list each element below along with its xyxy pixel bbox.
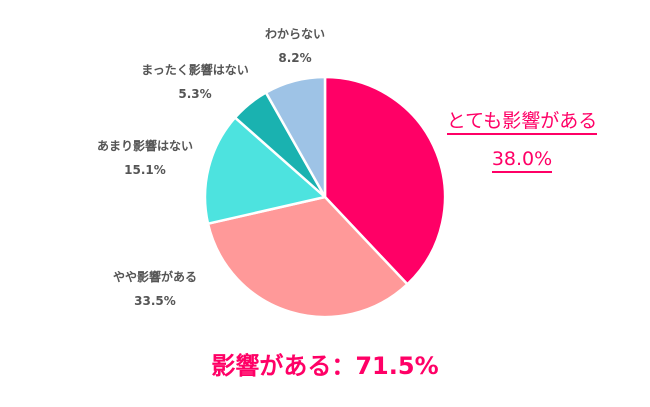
pie-slice: [206, 195, 409, 319]
label-name: とても影響がある: [446, 110, 598, 135]
label-unknown: わからない 8.2%: [240, 28, 350, 64]
label-not-at-all: まったく影響はない 5.3%: [120, 64, 270, 100]
label-value: 38.0%: [491, 148, 553, 173]
pie-slice: [264, 75, 327, 199]
label-very-affected: とても影響がある 38.0%: [432, 110, 612, 173]
label-value: 5.3%: [178, 87, 212, 101]
label-value: 15.1%: [124, 163, 166, 177]
label-name: わからない: [264, 27, 325, 41]
label-name: まったく影響はない: [141, 63, 249, 77]
summary-total: 影響がある：71.5%: [211, 352, 439, 380]
label-name: やや影響がある: [112, 270, 197, 284]
label-name: あまり影響はない: [96, 139, 193, 153]
label-value: 33.5%: [134, 294, 176, 308]
label-not-much: あまり影響はない 15.1%: [80, 140, 210, 176]
pie-slice: [203, 116, 327, 225]
label-value: 8.2%: [278, 51, 312, 65]
label-somewhat: やや影響がある 33.5%: [95, 271, 215, 307]
pie-slice: [323, 75, 447, 286]
